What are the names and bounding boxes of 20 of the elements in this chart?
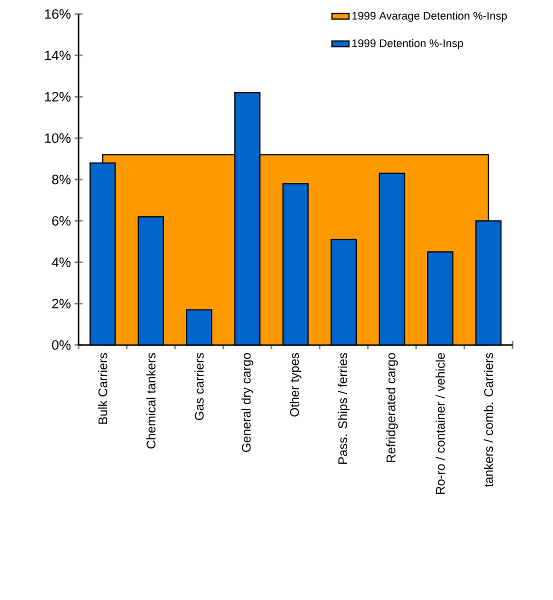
legend-label: 1999 Avarage Detention %-Insp <box>352 12 508 22</box>
y-tick-label: 8% <box>52 174 71 184</box>
y-tick-label: 12% <box>45 92 71 102</box>
x-tick-label: Gas carriers <box>194 352 204 420</box>
x-tick-label: tankers / comb. Carriers <box>484 352 494 487</box>
y-tick-label: 0% <box>52 340 71 350</box>
x-tick-label: Other types <box>290 352 302 417</box>
x-tick-label: Bulk Carriers <box>98 353 108 424</box>
x-tick-label: Ro-ro / container / vehicle <box>436 353 446 494</box>
y-tick-label: 14% <box>45 50 71 60</box>
x-tick-label: Refridgerated cargo <box>386 353 398 462</box>
x-tick-label: Chemical tankers <box>146 353 156 448</box>
x-tick-label: Pass. Ships / ferries <box>338 352 350 464</box>
y-tick-label: 16% <box>45 9 71 19</box>
y-tick-label: 6% <box>52 216 71 226</box>
y-tick-label: 10% <box>45 133 71 143</box>
x-tick-label: General dry cargo <box>242 353 254 452</box>
y-tick-label: 2% <box>52 298 71 308</box>
y-tick-label: 4% <box>52 258 71 267</box>
legend-label: 1999 Detention %-Insp <box>352 39 464 50</box>
